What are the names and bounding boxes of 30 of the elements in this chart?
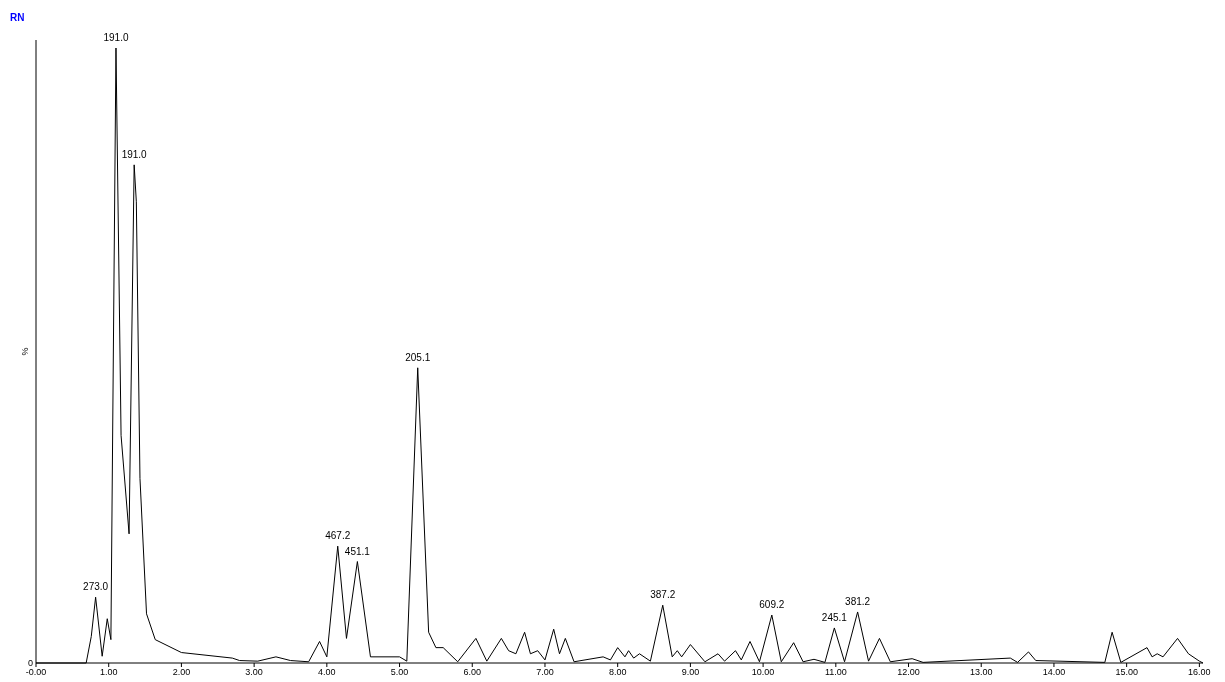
chart-title: RN <box>10 12 25 23</box>
x-tick-label: 4.00 <box>318 666 336 677</box>
annotation: 451.1 <box>344 545 371 557</box>
x-tick-label: 16.00 <box>1188 666 1211 677</box>
x-tick-label: 8.00 <box>608 666 627 677</box>
annotation: 273.0 <box>83 581 109 593</box>
x-tick-label: 14.00 <box>1042 666 1066 677</box>
x-tick-label: 9.00 <box>681 666 700 677</box>
annotation: 191.0 <box>103 32 129 43</box>
x-tick-label: 10.00 <box>751 666 775 677</box>
x-tick-label: 15.00 <box>1115 666 1138 677</box>
annotation: 381.2 <box>845 595 871 607</box>
x-tick-label: 12.00 <box>897 666 920 677</box>
x-tick-label: 7.00 <box>536 666 554 677</box>
y-axis-title: % <box>20 347 30 356</box>
x-tick-label: -0.00 <box>25 666 47 677</box>
x-tick-label: 1.00 <box>99 666 118 677</box>
annotation: 609.2 <box>759 599 785 611</box>
annotation: 191.0 <box>121 148 148 160</box>
x-tick-label: 11.00 <box>824 666 847 677</box>
x-tick-label: 5.00 <box>390 666 409 677</box>
annotation: 387.2 <box>650 589 676 601</box>
text: 0 <box>27 658 33 669</box>
x-tick-label: 3.00 <box>245 666 263 677</box>
annotation: 205.1 <box>405 351 431 363</box>
annotation: 467.2 <box>325 530 351 542</box>
annotation: 245.1 <box>821 611 848 623</box>
x-tick-label: 6.00 <box>463 666 482 677</box>
x-tick-label: 2.00 <box>172 666 191 677</box>
x-tick-label: 13.00 <box>969 666 993 677</box>
